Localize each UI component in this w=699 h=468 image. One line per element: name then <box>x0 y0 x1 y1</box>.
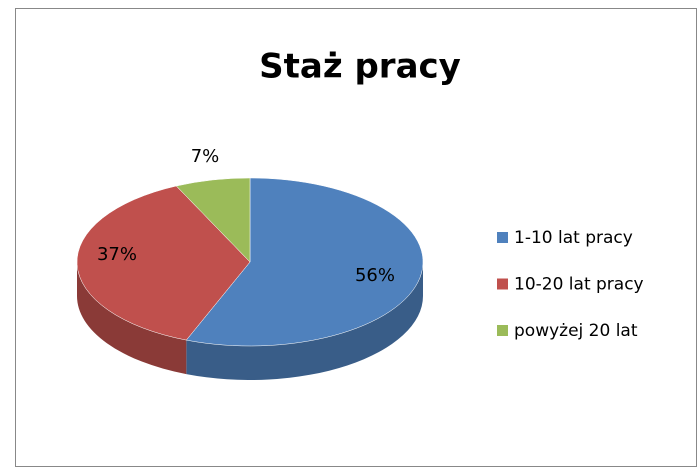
legend-label: 1-10 lat pracy <box>514 228 633 248</box>
legend-swatch <box>497 232 508 243</box>
legend-swatch <box>497 278 508 290</box>
pie-side <box>77 262 187 375</box>
pie-slice <box>175 177 251 263</box>
legend-label: 10-20 lat pracy <box>514 275 644 295</box>
pie-slice <box>76 185 251 341</box>
legend-swatch <box>497 325 508 336</box>
data-label: 37% <box>97 244 137 265</box>
chart-title: Staż pracy <box>259 47 461 87</box>
pie-slice <box>185 177 424 347</box>
data-label: 56% <box>355 265 395 286</box>
data-label: 7% <box>191 146 220 167</box>
legend-label: powyżej 20 lat <box>514 321 638 341</box>
pie-side <box>186 262 423 381</box>
